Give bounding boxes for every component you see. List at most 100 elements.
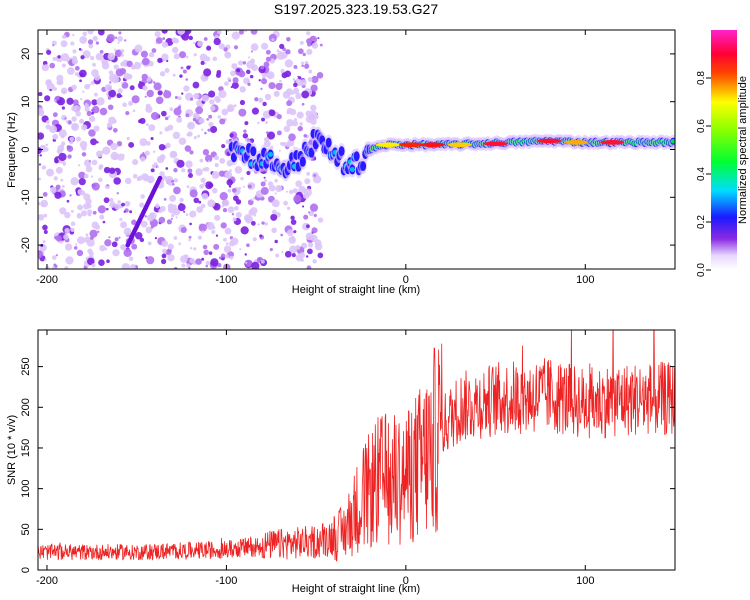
spectrogram-noise-dot	[259, 234, 263, 238]
spectrogram-noise-dot	[274, 192, 277, 195]
spectrogram-noise-dot	[64, 211, 71, 219]
colorbar-gradient	[711, 30, 737, 270]
spectrogram-noise-dot	[286, 119, 294, 127]
spectrogram-noise-dot	[293, 117, 298, 122]
spectrogram-noise-dot	[66, 199, 70, 203]
spectrogram-noise-dot	[307, 242, 314, 248]
spectrogram-noise-dot	[64, 266, 69, 269]
spectrogram-noise-dot	[92, 210, 97, 215]
spectrogram-noise-dot	[42, 60, 48, 66]
spectrogram-noise-dot	[148, 124, 156, 132]
spectrogram-noise-dot	[144, 215, 147, 218]
spectrogram-noise-dot	[206, 45, 212, 51]
spectrogram-noise-dot	[192, 112, 199, 119]
spectrogram-noise-dot	[224, 227, 232, 235]
spectrogram-noise-dot	[169, 107, 174, 111]
spectrogram-noise-dot	[157, 90, 163, 96]
spectrogram-noise-dot	[231, 213, 235, 216]
spectrogram-noise-dot	[114, 49, 123, 57]
spectrogram-noise-dot	[67, 120, 72, 125]
spectrogram-noise-dot	[271, 227, 277, 234]
spectrogram-noise-dot	[205, 264, 209, 268]
spectrogram-noise-dot	[198, 223, 207, 232]
spectrogram-noise-dot	[193, 53, 197, 57]
spectrogram-noise-dot	[119, 67, 127, 75]
spectrogram-noise-dot	[301, 102, 305, 106]
spectrogram-noise-dot	[215, 72, 221, 78]
colorbar-tick-label: 0.4	[696, 167, 707, 181]
spectrogram-noise-dot	[142, 152, 145, 155]
spectrogram-noise-dot	[297, 125, 303, 132]
spectrogram-noise-dot	[204, 154, 213, 163]
spectrogram-noise-dot	[310, 104, 317, 112]
spectrogram-noise-dot	[181, 32, 190, 41]
spectrogram-noise-dot	[58, 129, 67, 138]
spectrogram-noise-dot	[308, 211, 311, 214]
spectrogram-noise-dot	[286, 36, 291, 42]
spectrogram-xtick-label: 100	[576, 274, 594, 286]
spectrogram-noise-dot	[211, 225, 216, 230]
spectrogram-noise-dot	[141, 173, 149, 181]
spectrogram-noise-dot	[90, 236, 94, 240]
spectrogram-noise-dot	[153, 82, 162, 91]
spectrogram-noise-dot	[192, 42, 196, 45]
spectrogram-noise-dot	[171, 179, 175, 183]
spectrogram-noise-dot	[231, 187, 237, 193]
spectrogram-noise-dot	[99, 214, 105, 220]
spectrogram-noise-dot	[201, 257, 205, 261]
spectrogram-ylabel: Frequency (Hz)	[6, 112, 18, 188]
spectrogram-noise-dot	[88, 115, 96, 123]
spectrogram-noise-dot	[140, 220, 148, 228]
spectrogram-noise-dot	[311, 75, 319, 84]
spectrogram-noise-dot	[317, 217, 324, 223]
spectrogram-noise-dot	[300, 79, 307, 86]
spectrogram-noise-dot	[99, 107, 108, 116]
spectrogram-noise-dot	[284, 70, 292, 78]
spectrogram-noise-dot	[83, 203, 90, 210]
spectrogram-noise-dot	[204, 131, 207, 135]
spectrogram-noise-dot	[146, 256, 155, 265]
spectrogram-noise-dot	[171, 151, 177, 157]
spectrogram-noise-dot	[233, 104, 237, 108]
spectrogram-noise-dot	[144, 150, 150, 156]
spectrogram-noise-dot	[292, 188, 298, 194]
spectrogram-noise-dot	[189, 222, 192, 226]
spectrogram-noise-dot	[76, 213, 82, 219]
spectrogram-noise-dot	[148, 52, 155, 58]
snr-xtick-label: 0	[403, 575, 409, 587]
spectrogram-noise-dot	[108, 116, 116, 125]
spectrogram-noise-dot	[123, 248, 132, 258]
spectrogram-noise-dot	[134, 44, 143, 53]
spectrogram-noise-dot	[38, 92, 43, 97]
spectrogram-noise-dot	[73, 246, 78, 250]
spectrogram-noise-dot	[180, 226, 187, 234]
spectrogram-noise-dot	[227, 188, 232, 193]
spectrogram-noise-dot	[157, 57, 163, 63]
spectrogram-noise-dot	[61, 184, 65, 188]
spectrogram-noise-dot	[186, 263, 191, 268]
spectrogram-noise-dot	[95, 41, 100, 45]
spectrogram-noise-dot	[85, 198, 92, 205]
spectrogram-noise-dot	[257, 223, 260, 226]
spectrogram-noise-dot	[151, 48, 157, 53]
spectrogram-noise-dot	[184, 145, 192, 152]
spectrogram-noise-dot	[296, 111, 304, 119]
spectrogram-noise-dot	[188, 238, 191, 242]
spectrogram-noise-dot	[271, 209, 277, 215]
spectrogram-noise-dot	[78, 47, 82, 51]
spectrogram-noise-dot	[295, 180, 303, 188]
spectrogram-noise-dot	[254, 97, 259, 102]
spectrogram-noise-dot	[242, 61, 247, 65]
spectrogram-noise-dot	[221, 204, 225, 208]
spectrogram-noise-dot	[246, 243, 250, 248]
spectrogram-noise-dot	[131, 95, 140, 104]
spectrogram-noise-dot	[161, 253, 167, 259]
spectrogram-noise-dot	[114, 48, 117, 51]
spectrogram-noise-dot	[199, 183, 204, 189]
spectrogram-noise-dot	[95, 52, 104, 61]
spectrogram-noise-dot	[167, 243, 174, 250]
spectrogram-noise-dot	[102, 146, 111, 155]
spectrogram-noise-dot	[131, 219, 137, 225]
spectrogram-noise-dot	[46, 83, 55, 92]
spectrogram-noise-dot	[304, 178, 311, 185]
